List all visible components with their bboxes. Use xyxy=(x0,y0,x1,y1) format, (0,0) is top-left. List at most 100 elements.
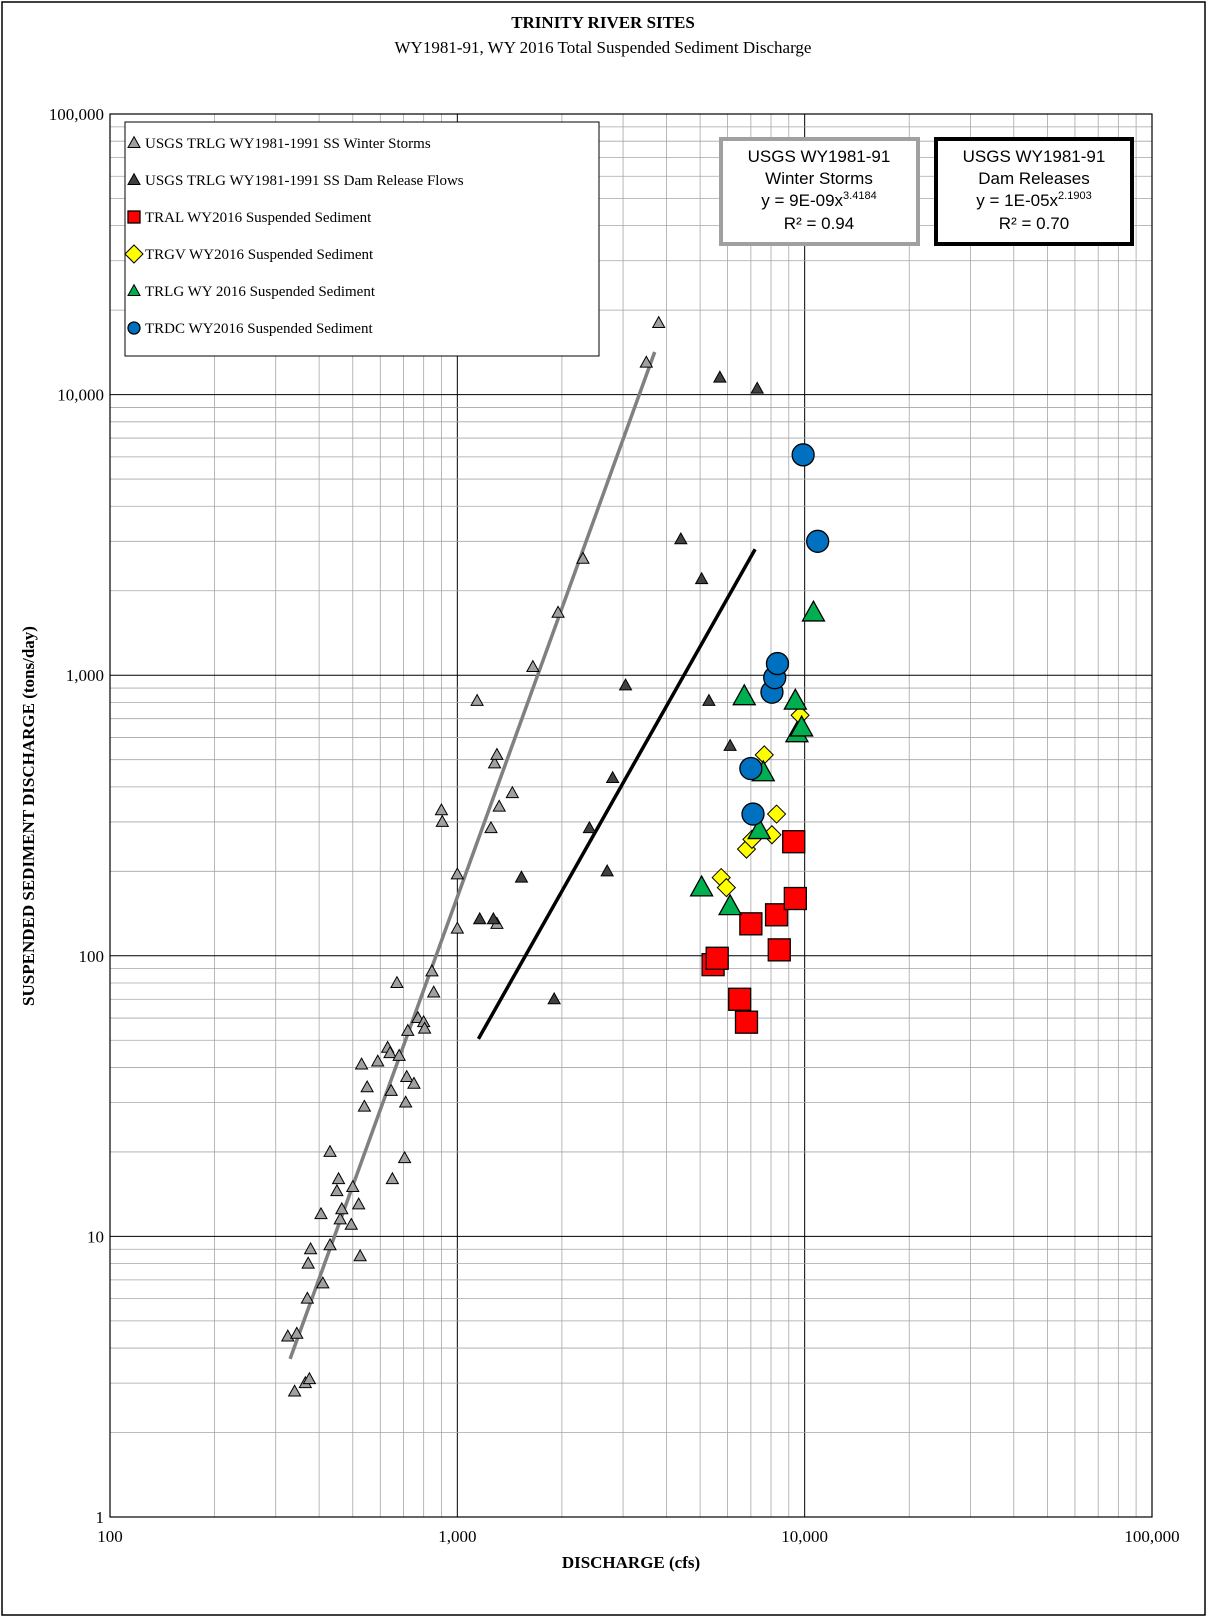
tick-labels: 100 1,000 10,000 100,000 1 10 100 1,000 10,000 10… xyxy=(49,105,1180,1546)
data-point xyxy=(505,785,520,799)
data-point xyxy=(547,991,562,1005)
data-point xyxy=(398,1095,413,1108)
data-point xyxy=(492,799,507,812)
data-point xyxy=(576,551,590,564)
data-point xyxy=(487,756,502,769)
annotation-dam-releases-equation-base: y = 1E-05x xyxy=(976,191,1058,210)
plot-area-border xyxy=(109,113,1153,1518)
data-point xyxy=(739,756,763,781)
data-point xyxy=(333,1212,348,1225)
data-point xyxy=(390,975,404,988)
data-point xyxy=(702,693,716,706)
data-point xyxy=(287,1384,302,1397)
data-point xyxy=(360,1079,375,1093)
data-point xyxy=(289,1326,304,1339)
data-point xyxy=(303,1241,318,1255)
x-axis-label: DISCHARGE (cfs) xyxy=(562,1553,700,1572)
data-point xyxy=(713,370,727,383)
data-point xyxy=(705,946,729,970)
annotation-dam-releases-r2: R² = 0.70 xyxy=(999,214,1069,233)
data-point xyxy=(385,1171,400,1185)
data-point xyxy=(330,1183,344,1197)
data-point xyxy=(766,804,787,824)
data-point xyxy=(354,1057,369,1070)
series-2 xyxy=(701,830,807,1034)
data-point xyxy=(383,1045,397,1059)
data-point xyxy=(323,1237,337,1251)
data-point xyxy=(741,802,765,826)
legend-marker xyxy=(127,283,141,296)
legend-label: TRLG WY 2016 Suspended Sediment xyxy=(145,284,376,300)
data-point xyxy=(357,1099,372,1112)
data-point xyxy=(425,964,439,977)
data-point xyxy=(344,1217,359,1230)
data-point xyxy=(314,1206,328,1220)
legend-marker xyxy=(124,244,144,264)
annotation-winter-storms-box xyxy=(719,137,920,246)
annotation-winter-storms-exponent: 3.4184 xyxy=(843,190,877,202)
x-tick-label: 1,000 xyxy=(438,1527,476,1546)
y-tick-label: 1,000 xyxy=(66,666,104,685)
legend-marker xyxy=(127,210,141,224)
legend-label: USGS TRLG WY1981-1991 SS Winter Storms xyxy=(145,136,431,152)
data-point xyxy=(370,1054,385,1067)
annotation-dam-releases-line-1: USGS WY1981-91 xyxy=(963,147,1106,166)
annotation-dam-releases-equation: y = 1E-05x2.1903 xyxy=(976,190,1091,210)
data-point xyxy=(400,1023,415,1036)
data-point xyxy=(551,605,565,618)
data-point xyxy=(764,903,789,927)
data-point xyxy=(407,1076,421,1089)
data-point xyxy=(302,1371,317,1385)
data-point xyxy=(426,985,441,998)
data-point xyxy=(331,1171,346,1185)
data-point xyxy=(345,1179,360,1192)
legend-entries: USGS TRLG WY1981-1991 SS Winter Storms US… xyxy=(124,135,464,337)
data-point xyxy=(484,820,498,834)
legend-box xyxy=(124,121,600,357)
y-axis-label: SUSPENDED SEDIMENT DISCHARGE (tons/day) xyxy=(19,626,38,1006)
data-point xyxy=(526,659,540,672)
data-point xyxy=(315,1276,330,1289)
x-tick-label: 10,000 xyxy=(781,1527,828,1546)
annotation-dam-releases-line-2: Dam Releases xyxy=(978,169,1090,188)
legend-label: TRDC WY2016 Suspended Sediment xyxy=(145,321,373,337)
data-point xyxy=(450,921,465,934)
chart-title: TRINITY RIVER SITES xyxy=(511,13,695,32)
data-point xyxy=(514,870,529,883)
series-0 xyxy=(280,315,666,1397)
data-point xyxy=(801,599,826,622)
legend-label: USGS TRLG WY1981-1991 SS Dam Release Flo… xyxy=(145,173,464,189)
data-point xyxy=(490,747,504,760)
data-point xyxy=(717,893,743,916)
data-point xyxy=(399,1069,414,1082)
data-point xyxy=(582,820,597,834)
series-1 xyxy=(472,370,765,1005)
data-point xyxy=(618,678,633,691)
data-point xyxy=(334,1201,349,1215)
y-tick-label: 1 xyxy=(96,1508,105,1527)
data-point xyxy=(716,877,737,898)
x-tick-label: 100 xyxy=(97,1527,123,1546)
legend-label: TRAL WY2016 Suspended Sediment xyxy=(145,210,372,226)
annotation-winter-storms: USGS WY1981-91 Winter Storms y = 9E-09x3… xyxy=(719,137,920,246)
data-point xyxy=(351,1197,366,1210)
data-point xyxy=(651,315,666,328)
series-5 xyxy=(739,443,830,826)
series-3 xyxy=(711,705,810,898)
y-tick-label: 10 xyxy=(87,1227,104,1246)
data-point xyxy=(723,738,737,751)
data-point xyxy=(789,714,814,737)
data-point xyxy=(392,1048,407,1061)
data-point xyxy=(470,693,484,706)
data-point xyxy=(783,886,807,911)
data-point xyxy=(435,814,450,827)
data-point xyxy=(765,651,790,676)
y-tick-label: 100,000 xyxy=(49,105,104,124)
chart-subtitle: WY1981-91, WY 2016 Total Suspended Sedim… xyxy=(395,38,812,57)
series-4 xyxy=(689,599,826,916)
annotation-winter-storms-equation-base: y = 9E-09x xyxy=(761,191,843,210)
data-point xyxy=(747,817,772,840)
data-point xyxy=(600,864,615,877)
y-tick-label: 10,000 xyxy=(57,386,104,405)
